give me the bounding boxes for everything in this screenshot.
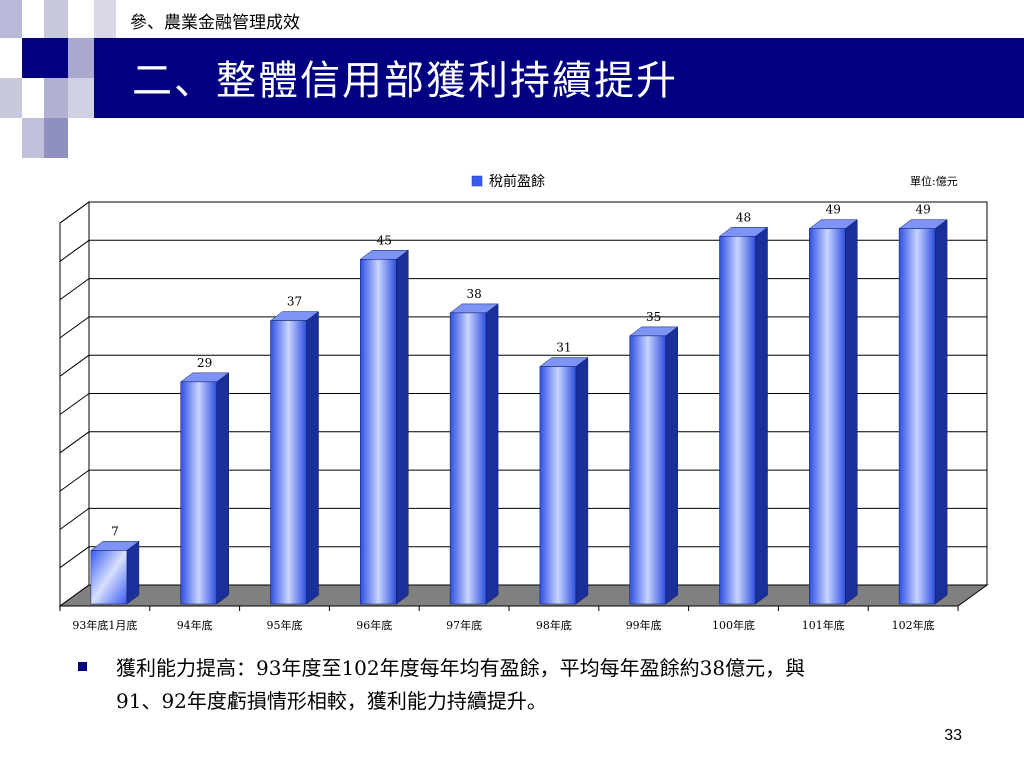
gridline-side xyxy=(59,546,90,569)
data-label: 45 xyxy=(377,233,392,247)
bar-front xyxy=(629,335,666,605)
x-tick-label: 102年底 xyxy=(892,618,935,632)
gridline-side xyxy=(59,239,90,262)
bullet-line-2: 91、92年度虧損情形相較，獲利能力持續提升。 xyxy=(116,689,547,713)
deco-square xyxy=(44,118,68,158)
title-bar xyxy=(94,38,1024,118)
gridline-side xyxy=(59,393,90,415)
bar-front xyxy=(360,259,397,605)
bar xyxy=(628,326,679,605)
gridline-side xyxy=(59,354,90,377)
bar xyxy=(179,372,230,605)
x-tick-label: 97年底 xyxy=(446,618,482,632)
bar-side xyxy=(306,311,319,605)
deco-square xyxy=(44,0,68,38)
bar-side xyxy=(845,219,858,605)
gridline-side xyxy=(59,316,90,339)
deco-square xyxy=(68,78,94,118)
x-tick-label: 101年底 xyxy=(802,618,845,632)
bullet-text: 獲利能力提高：93年度至102年度每年均有盈餘，平均每年盈餘約38億元，與 91… xyxy=(116,652,976,718)
data-label: 48 xyxy=(736,210,751,224)
data-label: 49 xyxy=(826,203,841,217)
bar-front xyxy=(898,228,936,605)
bar-front xyxy=(539,366,577,605)
x-tick-label: 100年底 xyxy=(712,618,755,632)
deco-square xyxy=(22,38,68,78)
x-tick-label: 93年底1月底 xyxy=(72,618,137,632)
data-label: 31 xyxy=(556,341,571,355)
bar-chart: 7 93年底1月底 29 94年底 37 95年底 45 96年底 38 97年底 31 98年底 35… xyxy=(58,173,989,632)
bar-front xyxy=(719,236,756,605)
data-label: 49 xyxy=(915,203,930,217)
data-label: 35 xyxy=(646,310,661,324)
page-number: 33 xyxy=(944,727,962,744)
bar-front xyxy=(180,381,217,605)
deco-square xyxy=(22,118,44,158)
bar xyxy=(90,540,140,605)
x-tick-label: 96年底 xyxy=(356,618,392,632)
section-title: 參、農業金融管理成效 xyxy=(130,13,300,33)
bar-side xyxy=(665,326,678,605)
x-tick-label: 95年底 xyxy=(267,618,303,632)
bar xyxy=(898,219,948,605)
gridline-side xyxy=(59,507,90,530)
bar xyxy=(449,303,499,605)
legend-label: 稅前盈餘 xyxy=(489,173,545,190)
legend-swatch xyxy=(471,175,483,187)
deco-square xyxy=(94,0,116,38)
gridline-side xyxy=(59,278,90,301)
data-label: 7 xyxy=(111,524,119,538)
gridline-side xyxy=(59,431,90,454)
bar-front xyxy=(270,320,307,605)
bar-front xyxy=(809,228,846,605)
unit-label: 單位:億元 xyxy=(910,174,958,188)
bar xyxy=(539,357,589,605)
slide-title: 二、整體信用部獲利持續提升 xyxy=(132,58,678,104)
deco-square xyxy=(44,78,68,118)
bar xyxy=(359,249,410,605)
data-label: 38 xyxy=(466,287,481,301)
bar xyxy=(718,226,769,605)
deco-square xyxy=(68,38,94,78)
bar-side xyxy=(216,372,229,605)
bar-side xyxy=(485,303,499,605)
bar xyxy=(269,311,320,605)
data-label: 29 xyxy=(197,356,212,370)
bar xyxy=(808,219,859,605)
bar-front xyxy=(449,312,487,605)
bar-side xyxy=(575,357,589,605)
gridline-side xyxy=(59,201,90,224)
bar-side xyxy=(934,219,948,605)
bar-side xyxy=(126,540,140,605)
bullet-line-1: 獲利能力提高：93年度至102年度每年均有盈餘，平均每年盈餘約38億元，與 xyxy=(116,656,806,680)
bar-side xyxy=(396,249,409,605)
bar-front xyxy=(90,550,128,605)
bullet-square-icon xyxy=(78,662,87,671)
x-tick-label: 98年底 xyxy=(536,618,572,632)
deco-square xyxy=(0,0,22,38)
data-label: 37 xyxy=(287,295,302,309)
deco-square xyxy=(0,78,22,118)
gridline-side xyxy=(59,469,90,492)
x-tick-label: 94年底 xyxy=(177,618,213,632)
bar-side xyxy=(755,226,768,605)
x-tick-label: 99年底 xyxy=(626,618,662,632)
